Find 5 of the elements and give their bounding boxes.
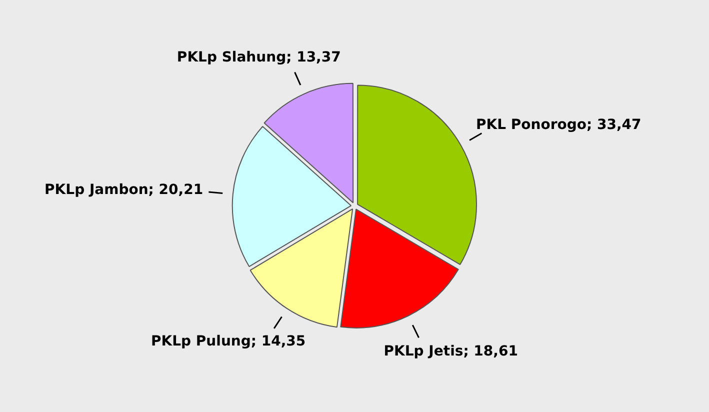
slice-label: PKL Ponorogo; 33,47 (476, 116, 642, 133)
slice-label: PKLp Slahung; 13,37 (176, 49, 341, 66)
slice-label: PKLp Jambon; 20,21 (44, 182, 204, 198)
slice-label: PKLp Pulung; 14,35 (150, 333, 306, 350)
slice-label: PKLp Jetis; 18,61 (384, 344, 518, 360)
